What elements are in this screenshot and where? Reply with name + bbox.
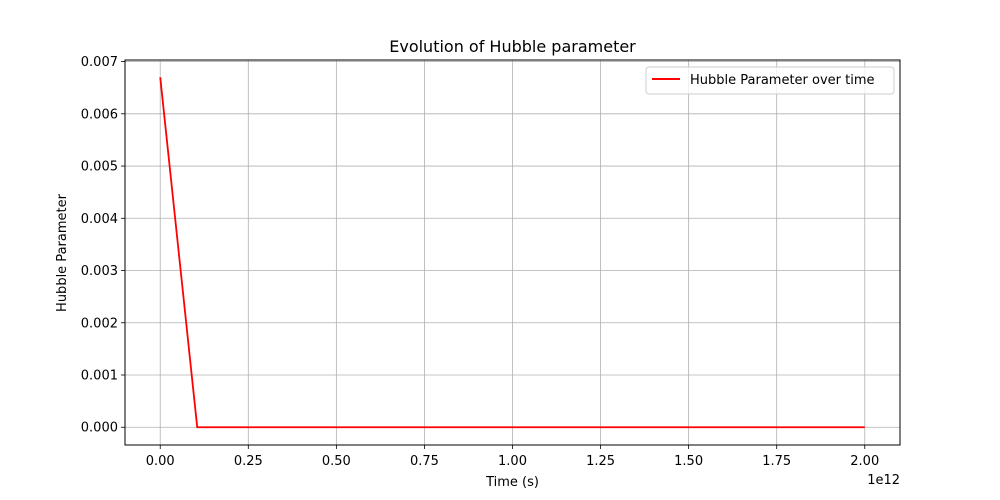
x-tick-label: 1.75 <box>762 454 791 469</box>
x-tick-label: 0.00 <box>146 454 175 469</box>
y-tick-label: 0.000 <box>81 421 118 436</box>
x-axis-ticks: 0.00 0.25 0.50 0.75 1.00 1.25 1.50 1.75 2.00 <box>146 445 879 469</box>
x-axis-offset-label: 1e12 <box>867 473 900 488</box>
y-tick-label: 0.003 <box>81 264 118 279</box>
y-tick-label: 0.005 <box>81 160 118 175</box>
legend-label: Hubble Parameter over time <box>690 73 875 88</box>
legend: Hubble Parameter over time <box>645 66 895 95</box>
y-tick-label: 0.004 <box>81 212 118 227</box>
y-axis-title: Hubble Parameter <box>55 193 70 312</box>
x-tick-label: 0.25 <box>234 454 263 469</box>
x-tick-label: 1.25 <box>586 454 615 469</box>
legend-box <box>645 66 895 95</box>
y-tick-label: 0.001 <box>81 369 118 384</box>
chart-title: Evolution of Hubble parameter <box>389 37 636 56</box>
series-group <box>159 77 865 429</box>
y-tick-label: 0.007 <box>81 55 118 70</box>
x-tick-label: 2.00 <box>850 454 879 469</box>
x-tick-label: 1.50 <box>674 454 703 469</box>
y-tick-label: 0.002 <box>81 316 118 331</box>
y-tick-label: 0.006 <box>81 107 118 122</box>
x-tick-label: 1.00 <box>498 454 527 469</box>
x-tick-label: 0.75 <box>410 454 439 469</box>
y-axis-ticks: 0.000 0.001 0.002 0.003 0.004 0.005 0.006 0.007 <box>81 55 125 436</box>
series-line <box>159 77 865 429</box>
x-tick-label: 0.50 <box>322 454 351 469</box>
x-axis-title: Time (s) <box>485 475 539 490</box>
